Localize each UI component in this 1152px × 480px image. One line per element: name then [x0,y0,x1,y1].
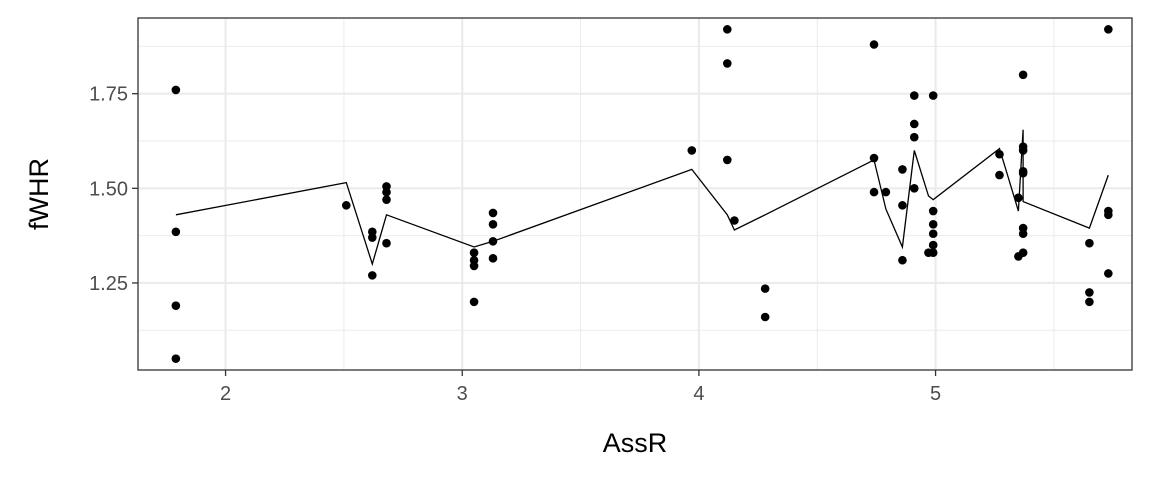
x-tick-label: 4 [693,383,704,405]
data-point [171,227,181,237]
data-point [928,219,938,229]
data-point [488,254,498,263]
data-point [928,248,938,257]
data-point [995,170,1004,180]
data-point [898,201,907,210]
data-point [898,165,907,174]
data-point [469,261,479,271]
data-point [687,146,697,155]
data-point [1018,248,1028,257]
data-point [1104,25,1113,34]
x-tick-label: 5 [930,383,941,405]
y-axis: 1.25 1.50 1.75 [89,84,138,295]
data-point [171,354,181,363]
y-tick-label: 1.25 [89,273,128,295]
data-point [382,195,391,204]
data-point [1085,238,1094,248]
data-point [469,248,479,257]
data-point [1018,146,1028,155]
data-point [995,149,1004,159]
data-point [368,271,377,280]
data-point [341,201,351,210]
data-point [1014,193,1023,203]
data-point [869,187,879,197]
data-point [928,229,938,239]
data-point [869,153,879,163]
panel-border [137,17,1133,371]
data-point [869,40,879,49]
x-tick-label: 3 [457,383,468,405]
y-axis-title: fWHR [24,158,54,230]
data-point [382,187,391,197]
data-point [723,155,732,165]
data-point [171,301,181,310]
data-point [928,240,938,250]
minor-gridlines [138,18,1132,370]
data-point [488,208,498,218]
data-point [760,284,770,293]
y-tick-label: 1.50 [89,178,128,200]
x-axis: 2 3 4 5 [220,370,941,405]
data-point [1018,229,1028,239]
data-point [898,255,907,265]
data-point [1018,70,1028,80]
data-point [928,206,938,216]
x-axis-title: AssR [603,428,668,458]
data-point [909,184,919,193]
data-point [382,238,391,248]
panel-background [138,18,1132,370]
data-point [909,119,919,129]
data-point [488,219,498,229]
data-point [881,187,891,197]
major-gridlines [138,18,1132,370]
data-point [368,233,377,242]
data-point [1085,288,1094,297]
data-point [488,237,498,246]
data-point [928,91,938,100]
data-point [1104,210,1113,220]
data-point [1104,269,1113,278]
data-points [171,25,1113,363]
data-point [760,312,770,322]
data-point [909,132,919,142]
data-point [730,216,739,225]
x-tick-label: 2 [220,383,231,405]
data-point [723,25,732,34]
data-point [469,297,479,307]
data-point [1085,297,1094,307]
data-point [1018,168,1028,178]
data-point [723,59,732,68]
data-point [909,91,919,100]
data-point [171,85,181,95]
y-tick-label: 1.75 [89,84,128,106]
